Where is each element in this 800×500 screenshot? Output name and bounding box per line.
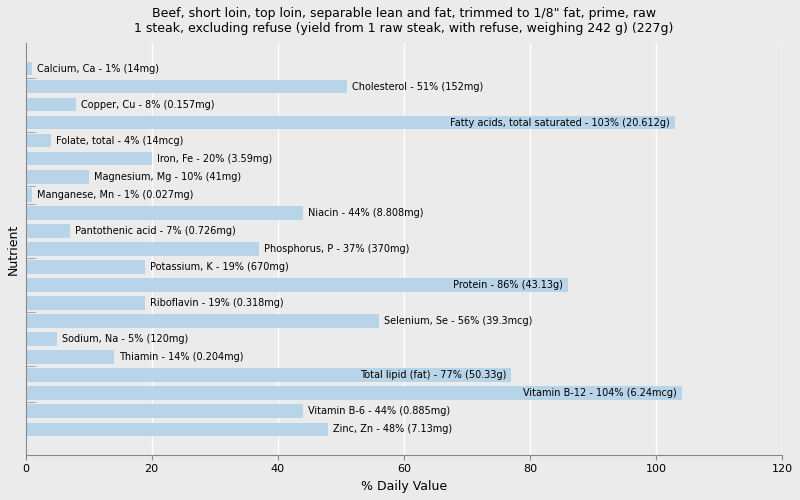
Text: Potassium, K - 19% (670mg): Potassium, K - 19% (670mg) — [150, 262, 289, 272]
Text: Total lipid (fat) - 77% (50.33g): Total lipid (fat) - 77% (50.33g) — [360, 370, 506, 380]
Text: Calcium, Ca - 1% (14mg): Calcium, Ca - 1% (14mg) — [37, 64, 159, 74]
Text: Vitamin B-12 - 104% (6.24mcg): Vitamin B-12 - 104% (6.24mcg) — [522, 388, 677, 398]
Text: Niacin - 44% (8.808mg): Niacin - 44% (8.808mg) — [308, 208, 424, 218]
Text: Phosphorus, P - 37% (370mg): Phosphorus, P - 37% (370mg) — [264, 244, 410, 254]
Bar — [26, 278, 568, 292]
Bar — [26, 188, 32, 202]
Text: Iron, Fe - 20% (3.59mg): Iron, Fe - 20% (3.59mg) — [157, 154, 272, 164]
Bar — [26, 386, 682, 400]
Bar — [26, 260, 146, 274]
Text: Riboflavin - 19% (0.318mg): Riboflavin - 19% (0.318mg) — [150, 298, 284, 308]
Text: Vitamin B-6 - 44% (0.885mg): Vitamin B-6 - 44% (0.885mg) — [308, 406, 450, 416]
Bar — [26, 242, 259, 256]
Y-axis label: Nutrient: Nutrient — [7, 224, 20, 274]
Text: Folate, total - 4% (14mcg): Folate, total - 4% (14mcg) — [56, 136, 183, 145]
Title: Beef, short loin, top loin, separable lean and fat, trimmed to 1/8" fat, prime, : Beef, short loin, top loin, separable le… — [134, 7, 674, 35]
Text: Protein - 86% (43.13g): Protein - 86% (43.13g) — [453, 280, 563, 290]
X-axis label: % Daily Value: % Daily Value — [361, 480, 447, 493]
Text: Pantothenic acid - 7% (0.726mg): Pantothenic acid - 7% (0.726mg) — [74, 226, 235, 236]
Text: Manganese, Mn - 1% (0.027mg): Manganese, Mn - 1% (0.027mg) — [37, 190, 194, 200]
Bar — [26, 296, 146, 310]
Text: Sodium, Na - 5% (120mg): Sodium, Na - 5% (120mg) — [62, 334, 188, 344]
Bar — [26, 80, 347, 94]
Text: Thiamin - 14% (0.204mg): Thiamin - 14% (0.204mg) — [119, 352, 243, 362]
Bar — [26, 350, 114, 364]
Bar — [26, 314, 378, 328]
Text: Cholesterol - 51% (152mg): Cholesterol - 51% (152mg) — [352, 82, 483, 92]
Bar — [26, 404, 303, 418]
Text: Copper, Cu - 8% (0.157mg): Copper, Cu - 8% (0.157mg) — [81, 100, 214, 110]
Bar — [26, 116, 675, 130]
Text: Fatty acids, total saturated - 103% (20.612g): Fatty acids, total saturated - 103% (20.… — [450, 118, 670, 128]
Text: Zinc, Zn - 48% (7.13mg): Zinc, Zn - 48% (7.13mg) — [334, 424, 453, 434]
Bar — [26, 224, 70, 237]
Bar — [26, 62, 32, 76]
Bar — [26, 98, 76, 112]
Text: Selenium, Se - 56% (39.3mcg): Selenium, Se - 56% (39.3mcg) — [384, 316, 532, 326]
Bar — [26, 368, 511, 382]
Bar — [26, 152, 152, 166]
Bar — [26, 422, 328, 436]
Bar — [26, 170, 89, 183]
Bar — [26, 206, 303, 220]
Text: Magnesium, Mg - 10% (41mg): Magnesium, Mg - 10% (41mg) — [94, 172, 241, 182]
Bar — [26, 134, 50, 147]
Bar — [26, 332, 57, 346]
